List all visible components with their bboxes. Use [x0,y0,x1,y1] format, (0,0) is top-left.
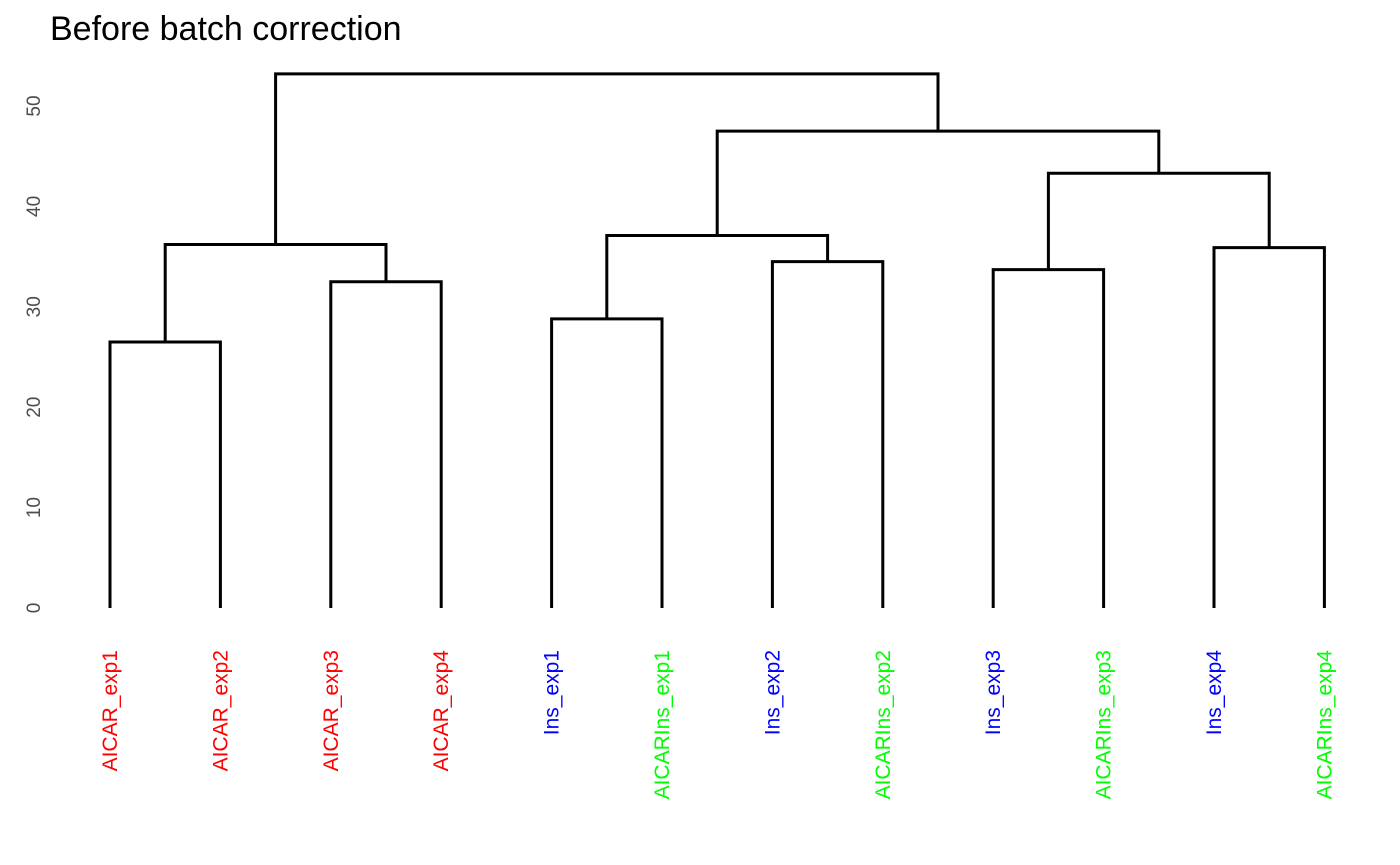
y-tick-label: 50 [24,95,45,116]
dendrogram-link [715,129,1161,236]
leaf-label: AICAR_exp1 [99,650,122,771]
dendrogram-link [1046,171,1271,270]
y-tick-label: 30 [24,296,45,317]
chart-title: Before batch correction [50,10,402,48]
y-tick-label: 10 [24,497,45,518]
leaf-label: Ins_exp3 [982,650,1005,735]
y-tick-label: 0 [24,603,45,614]
y-tick-label: 40 [24,196,45,217]
y-tick-label: 20 [24,397,45,418]
leaf-label: AICARIns_exp1 [651,650,674,799]
leaf-label: AICARIns_exp4 [1313,650,1336,800]
dendrogram-link [550,317,664,608]
dendrogram-link [329,280,443,608]
dendrogram-links [108,72,1326,608]
dendrogram-link [991,268,1106,608]
leaf-label: AICAR_exp3 [320,650,343,771]
y-axis: 0 10 20 30 40 50 [24,95,45,613]
dendrogram-link [274,72,940,245]
leaf-label: Ins_exp2 [761,650,784,735]
dendrogram-link [163,243,388,342]
dendrogram-link [770,260,885,608]
leaf-labels: AICAR_exp1 AICAR_exp2 AICAR_exp3 AICAR_exp4… [99,650,1336,800]
leaf-label: AICAR_exp2 [209,650,232,771]
dendrogram-link [108,340,222,608]
dendrogram-link [605,234,830,319]
leaf-label: AICARIns_exp2 [872,650,895,799]
leaf-label: Ins_exp4 [1203,650,1226,736]
dendrogram-link [1212,246,1326,608]
leaf-label: AICAR_exp4 [430,650,453,772]
leaf-label: Ins_exp1 [541,650,564,735]
leaf-label: AICARIns_exp3 [1093,650,1116,799]
